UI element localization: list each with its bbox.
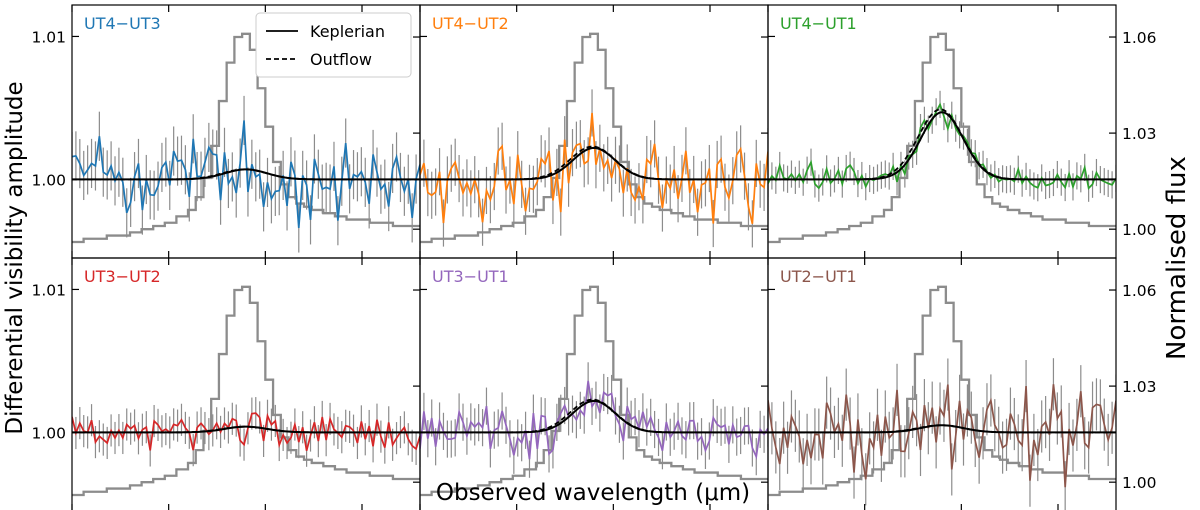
flux-step-line (420, 32, 768, 244)
flux-step-line (72, 285, 420, 497)
keplerian-model-line (768, 424, 1116, 434)
y2-tick-label: 1.00 (1122, 474, 1157, 492)
outflow-model-line (768, 424, 1116, 434)
panel-plot-area (768, 32, 1116, 244)
y2-tick-label: 1.00 (1122, 221, 1157, 239)
data-series-line (768, 384, 1116, 488)
flux-step-line (420, 285, 768, 497)
legend-label-keplerian: Keplerian (310, 22, 385, 41)
panel-plot-area (72, 32, 420, 253)
y2-tick-label: 1.03 (1122, 125, 1157, 143)
x-axis-label: Observed wavelength (μm) (436, 480, 750, 506)
panel-plot-area (420, 32, 768, 248)
panel-title: UT3−UT2 (84, 267, 161, 286)
panel-frame (767, 257, 1117, 510)
panel-title: UT2−UT1 (780, 267, 857, 286)
legend-box (255, 12, 412, 78)
panel-2: UT4−UT2 (419, 4, 769, 259)
y-tick-label: 1.01 (31, 28, 66, 46)
panels-layer: 1.00 1.01 UT4−UT3 Keplerian Outflow UT4−UT2 1.… (31, 4, 1157, 510)
panel-5: 2.202.252.302.35UT3−UT1 (419, 257, 769, 510)
panel-plot-area (72, 285, 420, 497)
panel-title: UT4−UT2 (432, 14, 509, 33)
data-series-line (420, 112, 768, 225)
legend-label-outflow: Outflow (310, 50, 372, 69)
data-series-line (72, 120, 420, 229)
data-series-line (72, 412, 420, 451)
panel-title: UT4−UT1 (780, 14, 857, 33)
keplerian-model-line (420, 399, 768, 434)
panel-3: 1.00 1.03 1.06 UT4−UT1 (767, 4, 1157, 259)
data-series-line (420, 380, 768, 460)
y-tick-label: 1.00 (31, 171, 66, 189)
panel-plot-area (420, 285, 768, 497)
outflow-model-line (768, 108, 1116, 181)
y2-axis-label: Normalised flux (1162, 156, 1192, 360)
y2-tick-label: 1.03 (1122, 378, 1157, 396)
keplerian-model-line (768, 111, 1116, 181)
y-tick-label: 1.01 (31, 281, 66, 299)
keplerian-model-line (420, 146, 768, 181)
y2-tick-label: 1.06 (1122, 282, 1157, 300)
y-axis-label: Differential visibility amplitude (2, 81, 28, 434)
panel-title: UT3−UT1 (432, 267, 509, 286)
panel-plot-area (768, 285, 1116, 510)
flux-step-line (768, 285, 1116, 497)
keplerian-model-line (72, 425, 420, 434)
y-tick-label: 1.00 (31, 424, 66, 442)
data-series-line (768, 102, 1116, 191)
y2-tick-label: 1.06 (1122, 29, 1157, 47)
panel-1: 1.00 1.01 UT4−UT3 Keplerian Outflow (31, 4, 421, 259)
keplerian-model-line (72, 168, 420, 181)
panel-title: UT4−UT3 (84, 14, 161, 33)
legend: Keplerian Outflow (255, 12, 412, 78)
flux-step-line (768, 32, 1116, 244)
